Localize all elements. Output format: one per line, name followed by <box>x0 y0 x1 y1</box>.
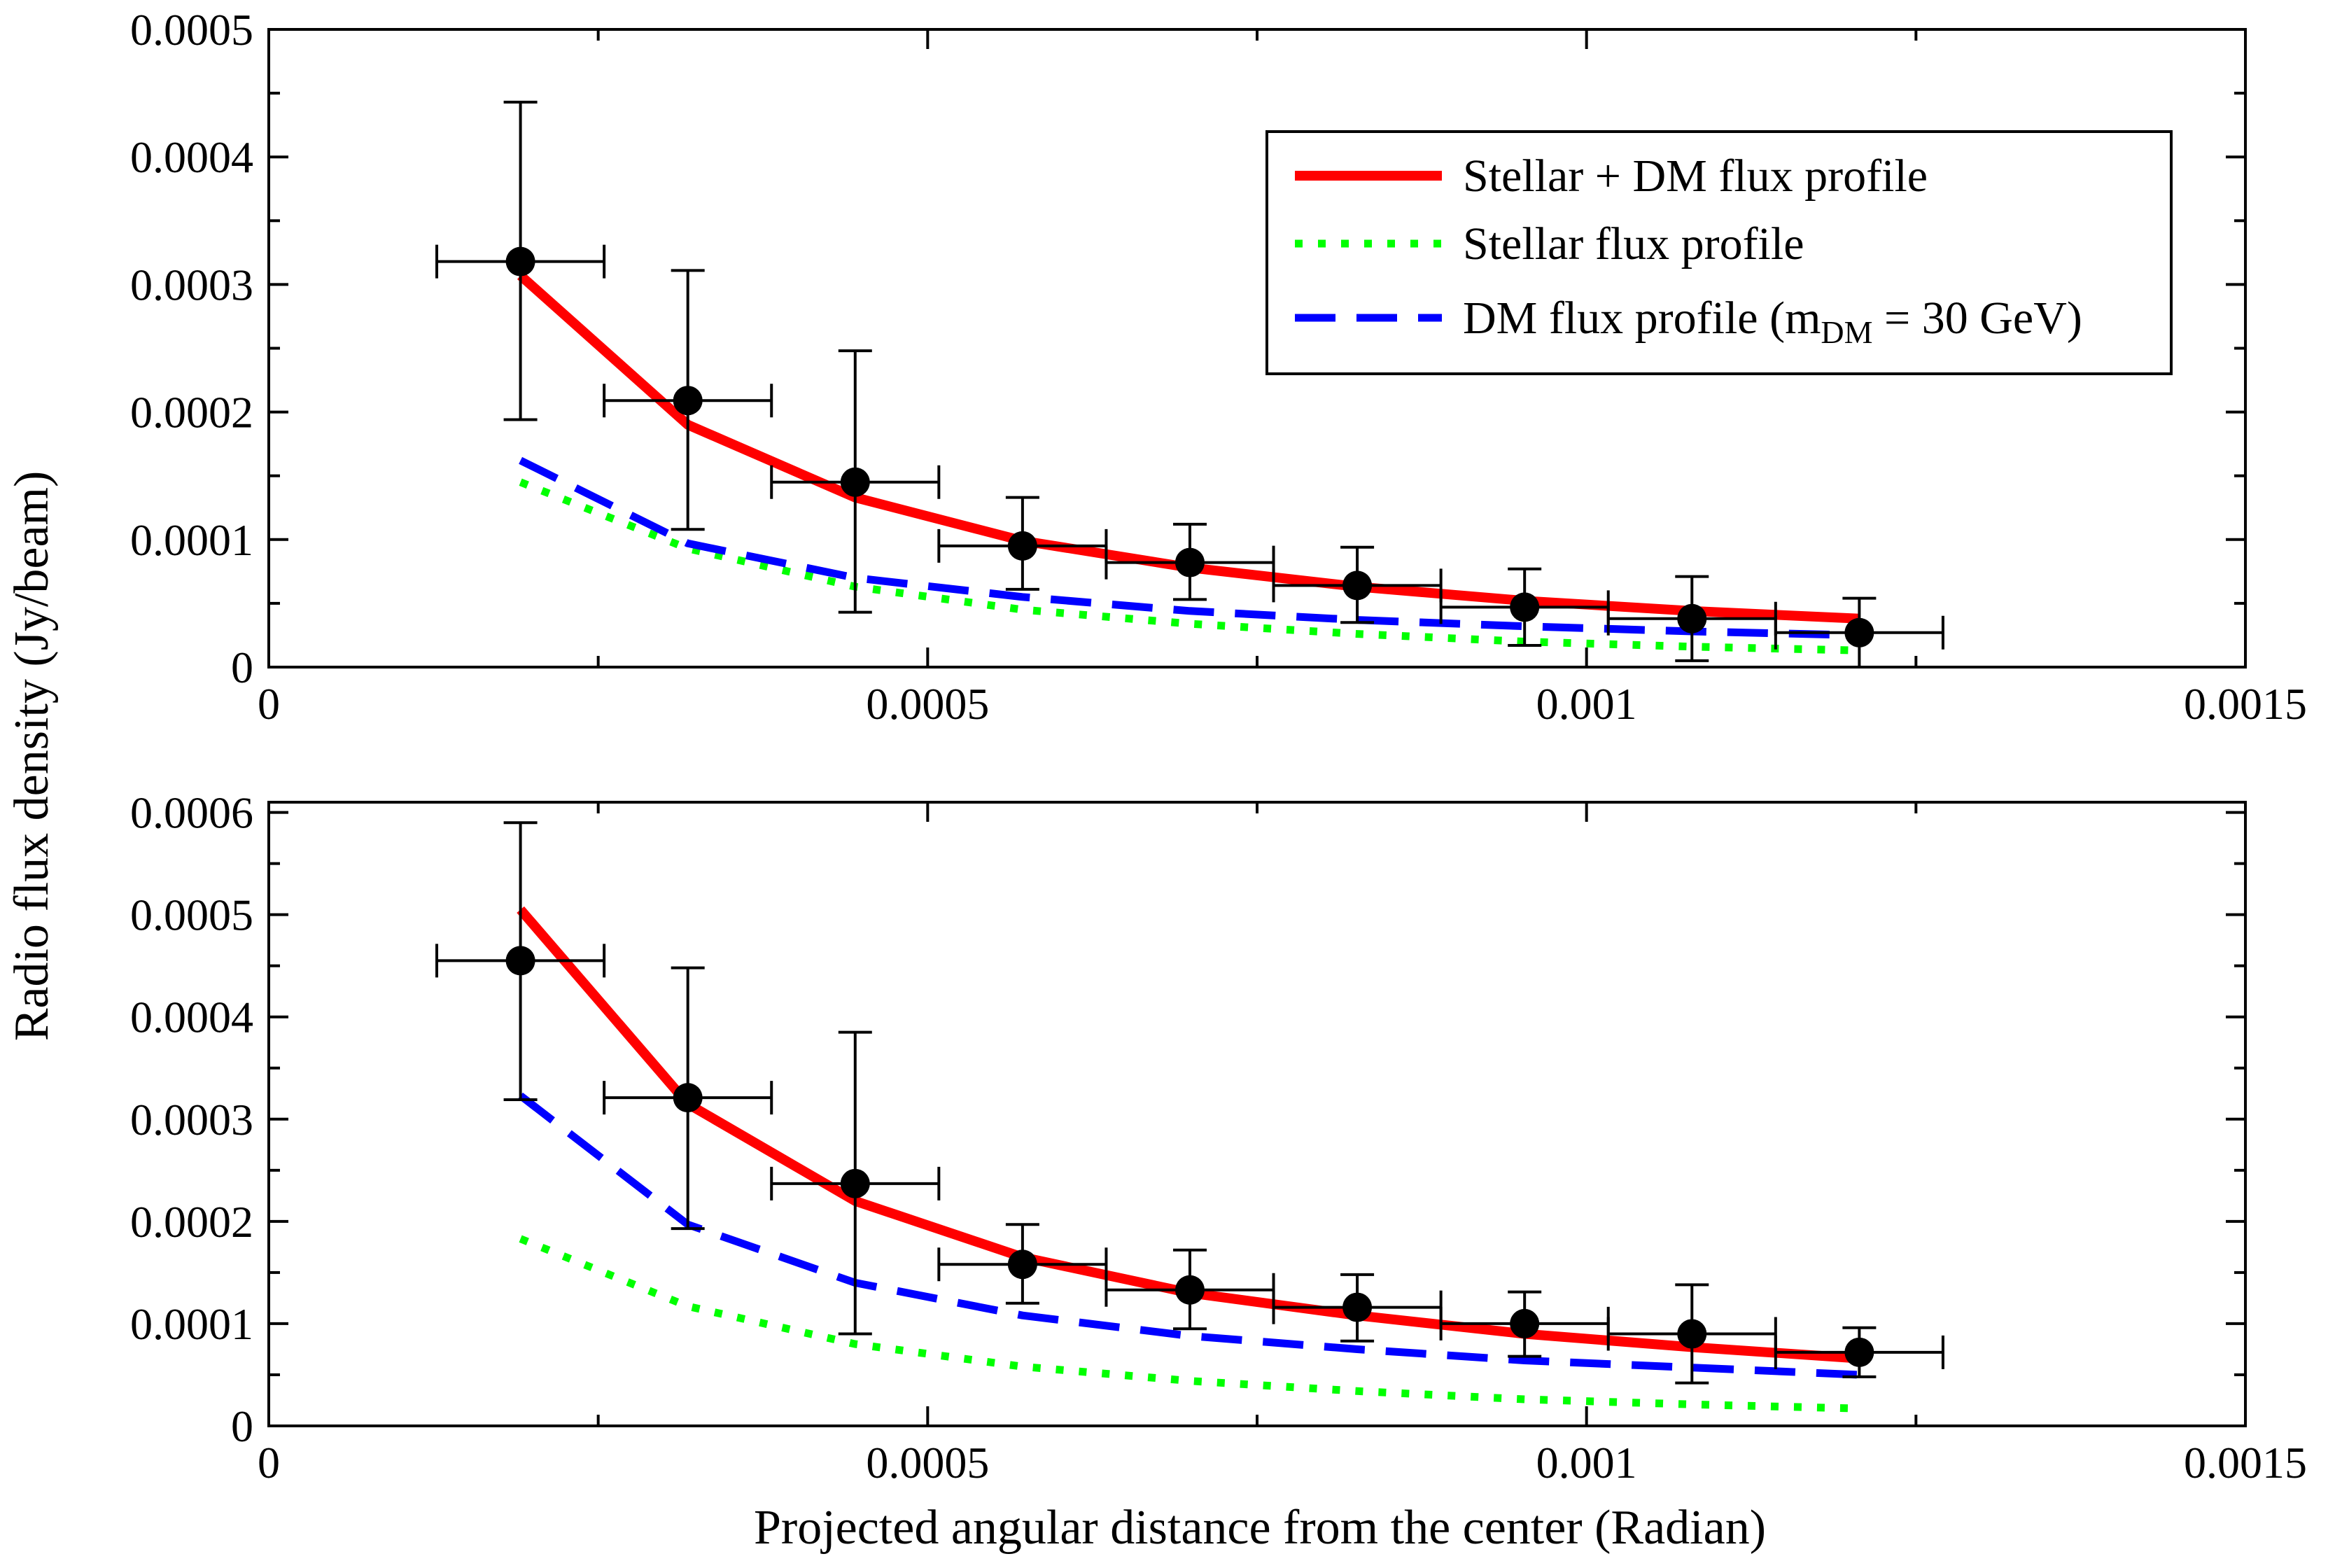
y-tick-label: 0.0003 <box>130 260 253 309</box>
data-point <box>1774 1326 1944 1378</box>
data-point <box>1105 1248 1275 1331</box>
y-tick-label: 0.0006 <box>130 788 253 838</box>
legend-label: Stellar + DM flux profile <box>1463 150 1928 202</box>
data-marker <box>1677 1319 1707 1349</box>
data-marker <box>840 467 870 497</box>
x-tick-label: 0 <box>258 1438 280 1488</box>
data-marker <box>1007 531 1037 561</box>
y-tick-label: 0.0003 <box>130 1095 253 1144</box>
y-tick-label: 0.0002 <box>130 388 253 438</box>
panel-bottom: 0 0.0005 0.001 0.0015 0 0.0001 0.0002 0.0003 0.0… <box>130 788 2307 1488</box>
data-marker <box>1510 592 1540 622</box>
data-point <box>770 349 941 614</box>
data-marker <box>1342 570 1373 601</box>
x-tick-label: 0.0015 <box>2184 679 2307 729</box>
data-point <box>1272 545 1443 624</box>
y-tick-label: 0.0005 <box>130 5 253 55</box>
y-tick-label: 0.0005 <box>130 890 253 940</box>
data-marker <box>1677 603 1707 634</box>
panel-top: 0 0.0005 0.001 0.0015 0 0.0001 0.0002 0.0003 0.0… <box>130 5 2307 729</box>
series-line-dashed <box>519 456 1860 639</box>
x-axis-label: Projected angular distance from the cent… <box>754 1501 1766 1555</box>
series-line-dotted <box>519 1235 1860 1413</box>
series-line-dashed <box>518 1092 1860 1379</box>
data-point <box>435 100 606 421</box>
data-marker <box>1174 1275 1205 1305</box>
data-marker <box>505 246 535 276</box>
x-tick-label: 0.001 <box>1536 1438 1637 1488</box>
data-marker <box>840 1168 870 1198</box>
data-marker <box>1342 1292 1373 1322</box>
data-point <box>603 966 773 1231</box>
data-marker <box>1174 547 1205 578</box>
y-tick-label: 0.0004 <box>130 132 253 182</box>
data-point <box>603 269 773 531</box>
y-tick-label: 0.0002 <box>130 1197 253 1247</box>
data-marker <box>1510 1308 1540 1338</box>
data-marker <box>505 946 535 976</box>
data-point <box>1272 1273 1443 1343</box>
x-tick-label: 0.0005 <box>866 1438 989 1488</box>
legend-suffix: = 30 GeV) <box>1873 293 2082 344</box>
y-tick-label: 0.0001 <box>130 515 253 565</box>
y-tick-label: 0.0004 <box>130 993 253 1042</box>
data-point <box>770 1030 941 1336</box>
x-tick-label: 0.0015 <box>2184 1438 2307 1488</box>
data-point <box>1105 522 1275 601</box>
data-point <box>1439 1290 1610 1358</box>
y-tick-label: 0 <box>231 1401 253 1451</box>
data-point <box>937 496 1108 591</box>
legend-label: Stellar flux profile <box>1463 218 1804 270</box>
y-tick-label: 0.0001 <box>130 1299 253 1349</box>
y-axis-label: Radio flux density (Jy/beam) <box>5 471 59 1042</box>
data-point <box>1439 567 1610 648</box>
y-tick-label: 0 <box>231 643 253 692</box>
data-point <box>1606 1283 1777 1385</box>
data-point <box>1774 596 1944 668</box>
plot-frame <box>267 801 2247 1427</box>
data-marker <box>1844 617 1874 648</box>
series-line-dotted <box>519 478 1860 654</box>
data-marker <box>673 1083 703 1113</box>
legend-subscript: DM <box>1821 314 1872 350</box>
legend: Stellar + DM flux profile Stellar flux pr… <box>1265 130 2173 375</box>
data-point <box>435 821 606 1102</box>
data-marker <box>673 386 703 416</box>
x-tick-label: 0 <box>258 679 280 729</box>
legend-label: DM flux profile (mDM = 30 GeV) <box>1463 293 2082 350</box>
x-tick-label: 0.001 <box>1536 679 1637 729</box>
x-tick-label: 0.0005 <box>866 679 989 729</box>
data-marker <box>1007 1250 1037 1280</box>
data-marker <box>1844 1337 1874 1367</box>
